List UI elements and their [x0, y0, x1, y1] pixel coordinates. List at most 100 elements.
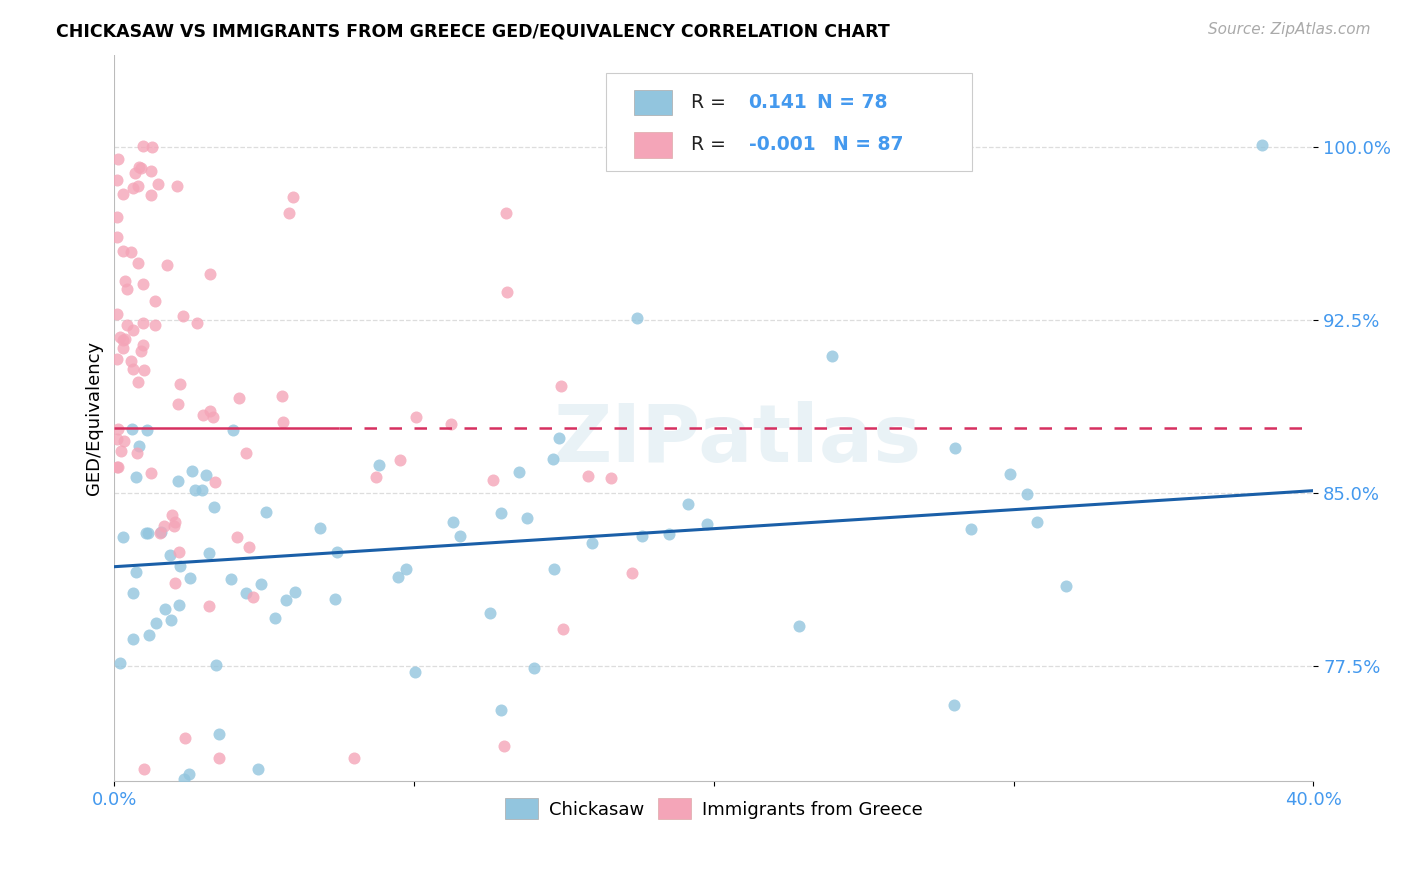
Point: [169, 377, 191, 392]
Point: [576, 469, 599, 483]
Text: 0.141: 0.141: [748, 93, 807, 112]
Point: [127, 256, 149, 270]
Point: [276, 592, 298, 607]
Point: [492, 739, 515, 754]
Point: [228, 391, 250, 405]
Point: [226, 530, 249, 544]
Text: -0.001: -0.001: [748, 136, 815, 154]
FancyBboxPatch shape: [606, 73, 972, 171]
Point: [145, 616, 167, 631]
Point: [235, 585, 257, 599]
Point: [235, 446, 257, 460]
Point: [198, 268, 221, 282]
Point: [441, 516, 464, 530]
Point: [242, 590, 264, 604]
Point: [194, 468, 217, 483]
Point: [132, 316, 155, 330]
Point: [277, 205, 299, 219]
Point: [208, 751, 231, 765]
Point: [141, 163, 163, 178]
Point: [115, 318, 138, 332]
Text: R =: R =: [692, 93, 733, 112]
Point: [150, 524, 173, 539]
Point: [112, 434, 135, 448]
Point: [132, 277, 155, 291]
Point: [108, 330, 131, 344]
Point: [128, 160, 150, 174]
Point: [543, 562, 565, 576]
Y-axis label: GED/Equivalency: GED/Equivalency: [86, 341, 103, 495]
Point: [153, 518, 176, 533]
Point: [125, 565, 148, 579]
Text: Source: ZipAtlas.com: Source: ZipAtlas.com: [1208, 22, 1371, 37]
Point: [495, 206, 517, 220]
Point: [489, 703, 512, 717]
Point: [343, 751, 366, 765]
Point: [128, 439, 150, 453]
Point: [631, 529, 654, 543]
Point: [129, 161, 152, 176]
Point: [405, 409, 427, 424]
Point: [163, 575, 186, 590]
Point: [943, 441, 966, 455]
Point: [204, 475, 226, 489]
Point: [141, 140, 163, 154]
Point: [326, 545, 349, 559]
Point: [163, 519, 186, 533]
Point: [131, 338, 153, 352]
Point: [551, 623, 574, 637]
Point: [172, 309, 194, 323]
Text: CHICKASAW VS IMMIGRANTS FROM GREECE GED/EQUIVALENCY CORRELATION CHART: CHICKASAW VS IMMIGRANTS FROM GREECE GED/…: [56, 22, 890, 40]
Point: [658, 526, 681, 541]
Point: [202, 409, 225, 424]
Point: [125, 446, 148, 460]
Point: [141, 467, 163, 481]
Point: [364, 470, 387, 484]
Point: [440, 417, 463, 431]
Point: [516, 511, 538, 525]
Point: [122, 632, 145, 646]
Point: [1251, 138, 1274, 153]
Point: [960, 522, 983, 536]
Point: [389, 453, 412, 467]
Point: [138, 525, 160, 540]
Point: [124, 166, 146, 180]
Point: [107, 210, 129, 224]
Point: [121, 421, 143, 435]
Point: [207, 727, 229, 741]
Text: N = 87: N = 87: [832, 136, 903, 154]
Point: [107, 422, 129, 436]
Point: [626, 310, 648, 325]
Point: [120, 244, 142, 259]
Point: [169, 558, 191, 573]
Point: [600, 471, 623, 485]
Point: [1054, 579, 1077, 593]
Point: [550, 378, 572, 392]
Point: [122, 585, 145, 599]
Point: [112, 530, 135, 544]
Point: [789, 618, 811, 632]
Point: [198, 404, 221, 418]
Point: [162, 508, 184, 522]
Point: [256, 505, 278, 519]
Point: [193, 408, 215, 422]
Point: [202, 500, 225, 514]
Point: [496, 285, 519, 299]
Point: [308, 521, 330, 535]
Point: [395, 562, 418, 576]
Point: [136, 423, 159, 437]
Point: [114, 332, 136, 346]
Point: [120, 353, 142, 368]
Point: [129, 344, 152, 359]
Point: [581, 536, 603, 550]
Point: [127, 179, 149, 194]
Point: [1015, 486, 1038, 500]
Point: [489, 507, 512, 521]
Point: [112, 244, 135, 259]
Point: [114, 274, 136, 288]
Point: [139, 187, 162, 202]
Point: [134, 763, 156, 777]
Point: [404, 665, 426, 679]
Legend: Chickasaw, Immigrants from Greece: Chickasaw, Immigrants from Greece: [498, 791, 929, 826]
Point: [167, 474, 190, 488]
